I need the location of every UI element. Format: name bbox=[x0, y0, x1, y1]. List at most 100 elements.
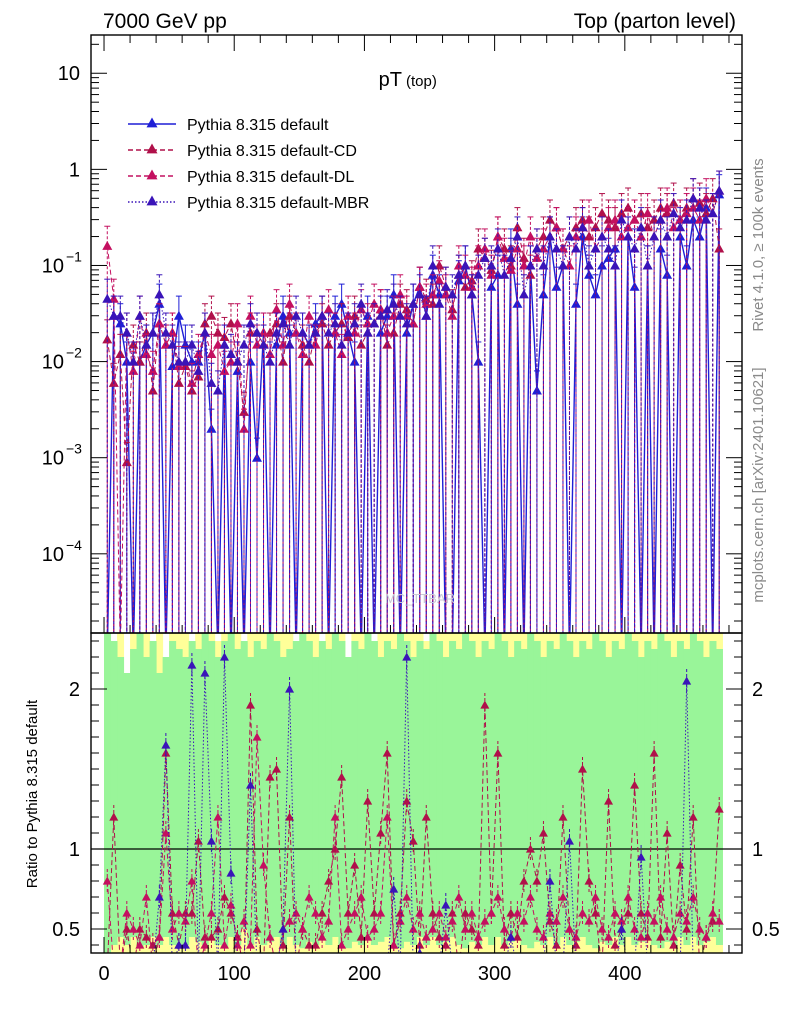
ratio-data-point bbox=[649, 748, 659, 757]
data-point bbox=[681, 214, 692, 224]
ratio-data-point bbox=[402, 652, 412, 661]
ratio-data-point bbox=[558, 812, 568, 821]
ratio-data-point bbox=[564, 836, 574, 845]
uncertainty-band-green bbox=[683, 649, 691, 945]
ratio-data-point bbox=[636, 852, 646, 861]
uncertainty-band-green bbox=[195, 649, 203, 942]
ratio-data-point bbox=[571, 932, 581, 941]
ratio-data-point bbox=[219, 940, 229, 949]
ratio-data-point bbox=[245, 780, 255, 789]
uncertainty-band-green bbox=[670, 657, 678, 945]
data-point bbox=[525, 260, 536, 270]
ratio-data-point bbox=[389, 884, 399, 893]
ratio-data-point bbox=[415, 908, 425, 917]
ratio-data-point bbox=[102, 876, 112, 885]
ratio-data-point bbox=[285, 812, 295, 821]
ratio-data-point bbox=[708, 916, 718, 925]
data-point bbox=[440, 281, 451, 291]
uncertainty-band-green bbox=[182, 657, 190, 945]
y-tick-exponent: −1 bbox=[66, 248, 82, 264]
ratio-data-point bbox=[571, 940, 581, 949]
ratio-data-point bbox=[636, 908, 646, 917]
data-point bbox=[310, 327, 321, 337]
data-point bbox=[603, 243, 614, 253]
data-point bbox=[388, 298, 399, 308]
uncertainty-band-green bbox=[611, 641, 619, 937]
data-point bbox=[701, 214, 712, 224]
ratio-data-point bbox=[154, 892, 164, 901]
data-point bbox=[147, 327, 158, 337]
data-point bbox=[499, 243, 510, 253]
ratio-data-point bbox=[564, 924, 574, 933]
uncertainty-band-green bbox=[318, 641, 326, 937]
uncertainty-band-green bbox=[188, 641, 196, 937]
uncertainty-band-green bbox=[325, 649, 333, 945]
data-point bbox=[108, 310, 119, 320]
legend-label: Pythia 8.315 default-DL bbox=[187, 169, 354, 186]
data-point bbox=[434, 275, 445, 285]
ratio-content bbox=[91, 633, 742, 953]
ratio-data-point bbox=[337, 772, 347, 781]
ratio-data-point bbox=[135, 940, 145, 949]
ratio-data-point bbox=[252, 732, 262, 741]
data-point bbox=[486, 269, 497, 279]
ratio-data-point bbox=[662, 828, 672, 837]
uncertainty-band-green bbox=[416, 641, 424, 937]
data-point bbox=[610, 214, 621, 224]
data-point bbox=[258, 339, 269, 349]
ratio-data-point bbox=[174, 908, 184, 917]
uncertainty-band-green bbox=[201, 633, 209, 945]
uncertainty-band-green bbox=[501, 641, 509, 945]
data-point bbox=[356, 304, 367, 314]
y-tick-label: 10 bbox=[42, 448, 64, 470]
uncertainty-band-green bbox=[696, 641, 704, 945]
ratio-data-point bbox=[545, 876, 555, 885]
data-point bbox=[173, 356, 184, 366]
data-point bbox=[160, 327, 171, 337]
ratio-data-point bbox=[122, 908, 132, 917]
legend-label: Pythia 8.315 default-MBR bbox=[187, 195, 369, 212]
ratio-data-point bbox=[350, 908, 360, 917]
data-point bbox=[447, 289, 458, 299]
x-tick-label: 400 bbox=[608, 963, 641, 985]
ratio-data-point bbox=[330, 844, 340, 853]
data-point bbox=[649, 231, 660, 241]
data-point bbox=[655, 214, 666, 224]
uncertainty-band-green bbox=[143, 657, 151, 945]
y-tick-exponent: −2 bbox=[66, 345, 82, 361]
ratio-data-point bbox=[578, 908, 588, 917]
data-point bbox=[193, 365, 204, 375]
ratio-data-point bbox=[486, 908, 496, 917]
ratio-data-point bbox=[538, 828, 548, 837]
data-point bbox=[492, 243, 503, 253]
data-point bbox=[173, 310, 184, 320]
uncertainty-band-green bbox=[156, 673, 164, 945]
data-point bbox=[590, 243, 601, 253]
uncertainty-band-green bbox=[592, 633, 600, 949]
ratio-data-point bbox=[245, 700, 255, 709]
ratio-data-point bbox=[408, 924, 418, 933]
ratio-data-point bbox=[167, 908, 177, 917]
ratio-data-point bbox=[623, 908, 633, 917]
data-point bbox=[141, 348, 152, 358]
ratio-data-point bbox=[200, 940, 210, 949]
uncertainty-band-green bbox=[123, 673, 131, 945]
data-point bbox=[577, 222, 588, 232]
data-point bbox=[121, 327, 132, 337]
ratio-data-point bbox=[669, 940, 679, 949]
data-point bbox=[284, 298, 295, 308]
ratio-data-point bbox=[415, 940, 425, 949]
uncertainty-band-green bbox=[429, 633, 437, 937]
data-point bbox=[434, 298, 445, 308]
ratio-data-point bbox=[363, 932, 373, 941]
ratio-data-point bbox=[317, 908, 327, 917]
uncertainty-band-green bbox=[676, 641, 684, 937]
ratio-data-point bbox=[656, 932, 666, 941]
data-point bbox=[584, 260, 595, 270]
uncertainty-band-green bbox=[221, 641, 229, 949]
main-content bbox=[102, 170, 725, 633]
data-point bbox=[623, 231, 634, 241]
source-label: mcplots.cern.ch [arXiv:2401.10621] bbox=[750, 367, 767, 602]
ratio-data-point bbox=[630, 924, 640, 933]
data-point bbox=[349, 318, 360, 328]
